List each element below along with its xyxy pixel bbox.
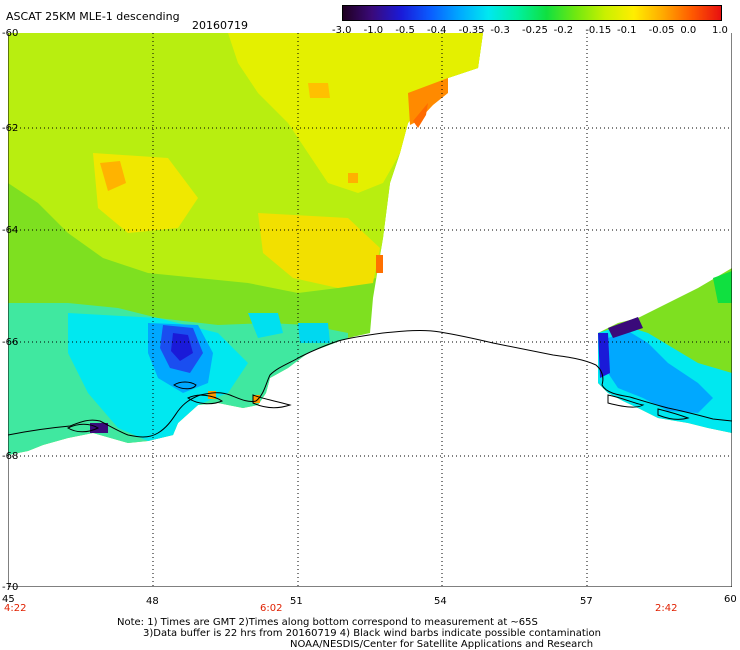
lat-label-68: -68 <box>2 451 19 462</box>
lon-label-51: 51 <box>290 596 303 607</box>
note-line-2: 3)Data buffer is 22 hrs from 20160719 4)… <box>143 628 601 639</box>
lat-label-62: -62 <box>2 123 19 134</box>
colorbar-tick-label: -0.15 <box>585 25 612 36</box>
colorbar-tick-label: 1.0 <box>712 25 728 36</box>
lat-label-64: -64 <box>2 225 19 236</box>
colorbar-tick-label: 0.0 <box>680 25 697 36</box>
colorbar-tick-label: -0.5 <box>395 25 415 36</box>
colorbar-tick-label: -0.35 <box>458 25 485 36</box>
product-date: 20160719 <box>192 19 248 32</box>
note-line-3: NOAA/NESDIS/Center for Satellite Applica… <box>290 639 594 650</box>
lon-label-54: 54 <box>434 596 447 607</box>
lat-label-60: -60 <box>2 28 19 39</box>
colorbar-tick-label: -3.0 <box>332 25 352 36</box>
lat-label-66: -66 <box>2 337 19 348</box>
lon-label-48: 48 <box>146 596 159 607</box>
time-label-right: 2:42 <box>655 603 678 614</box>
wind-swath-west <box>8 33 483 455</box>
graticule <box>8 33 732 587</box>
time-label-left: 4:22 <box>4 603 27 614</box>
colorbar-tick-label: -0.2 <box>553 25 574 36</box>
product-title: ASCAT 25KM MLE-1 descending <box>6 10 180 23</box>
wind-swath-east <box>598 268 732 433</box>
lon-label-57: 57 <box>580 596 593 607</box>
colorbar-tick-label: -0.05 <box>648 25 675 36</box>
note-line-1: Note: 1) Times are GMT 2)Times along bot… <box>117 617 538 628</box>
colorbar-tick-label: -0.1 <box>617 25 637 36</box>
colorbar <box>342 5 722 21</box>
map-panel <box>8 33 732 587</box>
colorbar-tick-label: -0.3 <box>490 25 510 36</box>
colorbar-tick-label: -0.25 <box>522 25 548 36</box>
colorbar-tick-label: -0.4 <box>427 25 447 36</box>
lat-label-70: -70 <box>2 582 19 593</box>
time-label-mid: 6:02 <box>260 603 283 614</box>
coastline <box>8 329 732 438</box>
lon-label-60: 60 <box>724 594 737 605</box>
lon-label-45: 45 <box>2 594 15 605</box>
colorbar-tick-label: -1.0 <box>363 25 384 36</box>
